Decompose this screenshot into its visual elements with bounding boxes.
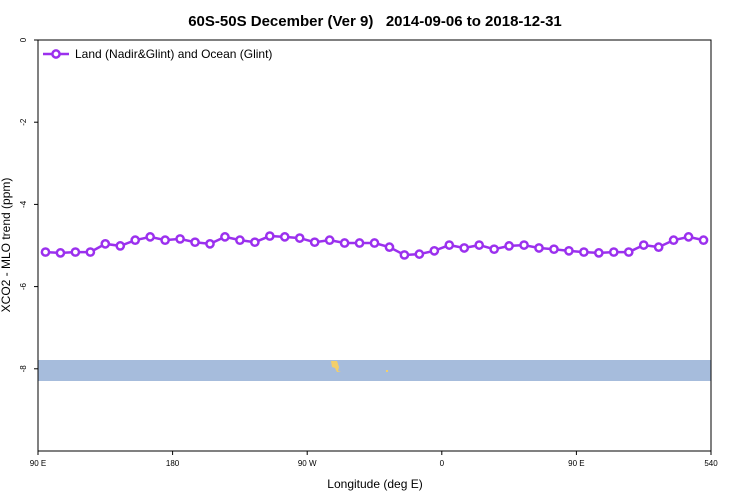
land-blob xyxy=(331,361,341,372)
data-point xyxy=(294,233,305,243)
data-point xyxy=(100,239,111,249)
data-point xyxy=(519,240,529,250)
x-tick-label: 180 xyxy=(166,459,180,468)
data-point xyxy=(55,248,66,258)
y-tick-label: 0 xyxy=(19,37,28,42)
data-point xyxy=(115,241,126,251)
data-point xyxy=(429,245,440,256)
data-point xyxy=(145,232,156,242)
data-point xyxy=(264,231,275,241)
data-point xyxy=(593,248,604,258)
data-point xyxy=(160,235,170,246)
data-point xyxy=(85,247,96,257)
data-point xyxy=(220,232,230,242)
data-point xyxy=(130,235,141,246)
data-point xyxy=(623,247,634,257)
y-tick-label: -2 xyxy=(19,118,28,126)
data-point xyxy=(504,241,514,251)
data-point xyxy=(384,242,395,252)
y-axis-label: XCO2 - MLO trend (ppm) xyxy=(0,178,13,313)
data-point xyxy=(309,237,320,248)
x-tick-label: 90 W xyxy=(298,459,317,468)
data-point xyxy=(459,243,470,253)
y-tick-label: -4 xyxy=(19,200,28,208)
x-tick-label: 0 xyxy=(440,459,445,468)
data-point xyxy=(653,242,664,252)
data-point xyxy=(414,249,425,259)
data-point xyxy=(250,237,260,248)
data-point xyxy=(324,235,335,246)
data-point xyxy=(70,247,81,257)
data-point xyxy=(369,238,380,248)
data-point xyxy=(444,240,455,250)
data-point xyxy=(683,232,694,242)
data-point xyxy=(638,240,649,250)
legend-marker xyxy=(51,49,61,59)
data-point xyxy=(190,237,200,248)
x-tick-label: 540 xyxy=(704,459,718,468)
legend-label: Land (Nadir&Glint) and Ocean (Glint) xyxy=(75,47,272,61)
data-point xyxy=(235,235,245,246)
data-point xyxy=(608,247,619,257)
map-strip xyxy=(38,360,711,381)
x-axis-label: Longitude (deg E) xyxy=(327,477,422,491)
data-point xyxy=(279,232,290,242)
y-tick-label: -8 xyxy=(19,365,28,373)
data-point xyxy=(339,238,350,248)
data-point xyxy=(205,239,215,249)
chart-title: 60S-50S December (Ver 9) 2014-09-06 to 2… xyxy=(188,13,562,30)
data-point xyxy=(549,244,559,255)
data-point xyxy=(579,247,589,257)
data-point xyxy=(474,240,485,250)
data-point xyxy=(698,235,709,246)
data-point xyxy=(354,238,365,248)
plot-frame xyxy=(37,39,712,452)
x-tick-label: 90 E xyxy=(568,459,584,468)
data-point xyxy=(489,244,499,255)
data-point xyxy=(534,243,544,253)
data-point xyxy=(399,250,410,260)
x-tick-label: 90 E xyxy=(30,459,46,468)
y-tick-label: -6 xyxy=(19,282,28,290)
data-point xyxy=(668,235,679,246)
data-point xyxy=(564,245,574,256)
data-point xyxy=(40,247,51,257)
land-blob xyxy=(386,370,388,372)
data-point xyxy=(175,234,185,244)
